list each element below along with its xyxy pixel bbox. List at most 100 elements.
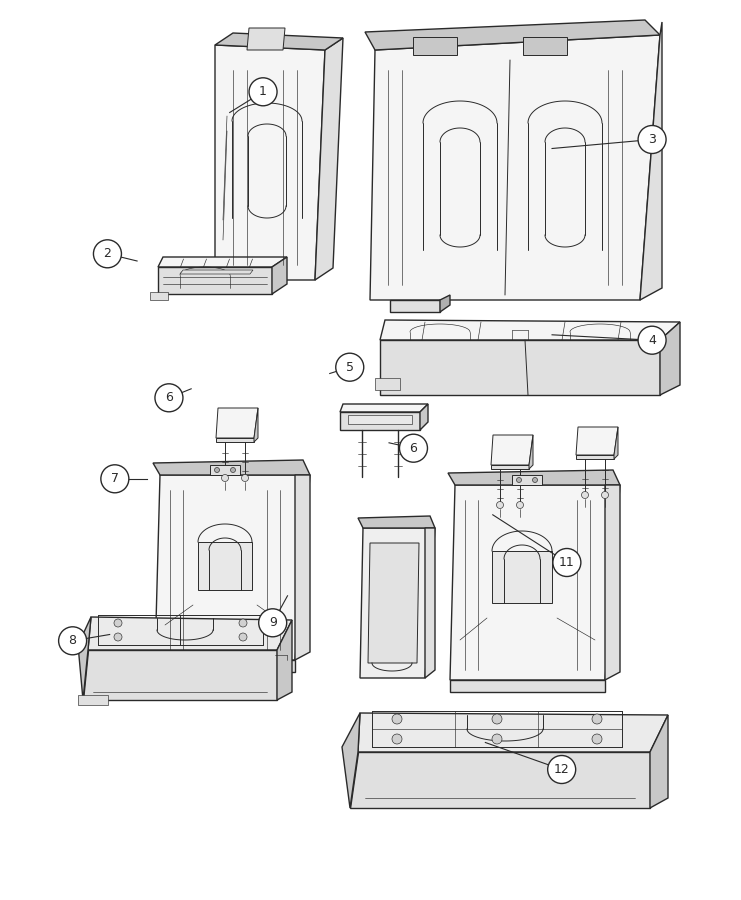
- Text: 1: 1: [259, 86, 267, 98]
- Circle shape: [533, 478, 537, 482]
- Circle shape: [582, 491, 588, 499]
- Text: 12: 12: [554, 763, 570, 776]
- Circle shape: [392, 714, 402, 724]
- Polygon shape: [216, 438, 254, 442]
- Polygon shape: [215, 45, 325, 280]
- Polygon shape: [660, 322, 680, 395]
- Polygon shape: [358, 516, 435, 528]
- Circle shape: [155, 383, 183, 412]
- Polygon shape: [576, 455, 614, 459]
- Circle shape: [602, 491, 608, 499]
- Polygon shape: [640, 22, 662, 300]
- Text: 4: 4: [648, 334, 656, 346]
- Polygon shape: [576, 427, 618, 455]
- Circle shape: [222, 474, 228, 482]
- Circle shape: [214, 467, 219, 472]
- Polygon shape: [83, 650, 277, 700]
- Polygon shape: [390, 300, 440, 312]
- Circle shape: [93, 239, 122, 268]
- Polygon shape: [491, 465, 529, 469]
- Circle shape: [230, 467, 236, 472]
- Polygon shape: [375, 378, 400, 390]
- Text: 5: 5: [346, 361, 353, 374]
- Polygon shape: [348, 415, 412, 424]
- Circle shape: [114, 619, 122, 627]
- Circle shape: [392, 734, 402, 744]
- Polygon shape: [425, 528, 435, 678]
- Polygon shape: [440, 295, 450, 312]
- Circle shape: [592, 714, 602, 724]
- Polygon shape: [155, 660, 295, 672]
- Polygon shape: [295, 475, 310, 660]
- Polygon shape: [158, 267, 272, 294]
- Circle shape: [259, 608, 287, 637]
- Polygon shape: [420, 404, 428, 430]
- Circle shape: [101, 464, 129, 493]
- Circle shape: [492, 734, 502, 744]
- Polygon shape: [88, 617, 292, 650]
- Polygon shape: [78, 617, 91, 700]
- Circle shape: [638, 326, 666, 355]
- Polygon shape: [260, 275, 268, 288]
- Polygon shape: [450, 680, 605, 692]
- Text: 9: 9: [269, 616, 276, 629]
- Polygon shape: [529, 435, 533, 469]
- Text: 2: 2: [104, 248, 111, 260]
- Circle shape: [548, 755, 576, 784]
- Polygon shape: [254, 408, 258, 442]
- Polygon shape: [350, 752, 650, 808]
- Polygon shape: [340, 412, 420, 430]
- Polygon shape: [277, 620, 292, 700]
- Circle shape: [592, 734, 602, 744]
- Polygon shape: [614, 427, 618, 459]
- Circle shape: [399, 434, 428, 463]
- Circle shape: [242, 474, 248, 482]
- Polygon shape: [413, 37, 457, 55]
- Text: 7: 7: [111, 472, 119, 485]
- Polygon shape: [78, 695, 108, 705]
- Text: 3: 3: [648, 133, 656, 146]
- Polygon shape: [230, 280, 260, 288]
- Polygon shape: [492, 551, 552, 603]
- Polygon shape: [158, 257, 287, 267]
- Circle shape: [249, 77, 277, 106]
- Circle shape: [516, 478, 522, 482]
- Polygon shape: [155, 475, 310, 660]
- Polygon shape: [150, 292, 168, 300]
- Polygon shape: [215, 33, 343, 50]
- Polygon shape: [358, 713, 668, 752]
- Polygon shape: [650, 715, 668, 808]
- Polygon shape: [380, 320, 680, 340]
- Circle shape: [239, 619, 247, 627]
- Polygon shape: [342, 713, 360, 808]
- Polygon shape: [605, 485, 620, 680]
- Polygon shape: [247, 28, 285, 50]
- Circle shape: [59, 626, 87, 655]
- Polygon shape: [380, 340, 660, 395]
- Polygon shape: [523, 37, 567, 55]
- Polygon shape: [360, 528, 435, 678]
- Circle shape: [496, 501, 503, 508]
- Polygon shape: [448, 470, 620, 485]
- Polygon shape: [198, 542, 252, 590]
- Polygon shape: [370, 35, 660, 300]
- Circle shape: [239, 633, 247, 641]
- Circle shape: [114, 633, 122, 641]
- Circle shape: [553, 548, 581, 577]
- Polygon shape: [368, 543, 419, 663]
- Circle shape: [492, 714, 502, 724]
- Text: 6: 6: [410, 442, 417, 454]
- Polygon shape: [512, 475, 542, 485]
- Text: 6: 6: [165, 392, 173, 404]
- Polygon shape: [315, 38, 343, 280]
- Polygon shape: [340, 404, 428, 412]
- Text: 8: 8: [69, 634, 76, 647]
- Polygon shape: [210, 465, 240, 475]
- Polygon shape: [153, 460, 310, 475]
- Circle shape: [516, 501, 523, 508]
- Text: 11: 11: [559, 556, 575, 569]
- Polygon shape: [365, 20, 660, 50]
- Polygon shape: [491, 435, 533, 465]
- Polygon shape: [216, 408, 258, 438]
- Polygon shape: [272, 257, 287, 294]
